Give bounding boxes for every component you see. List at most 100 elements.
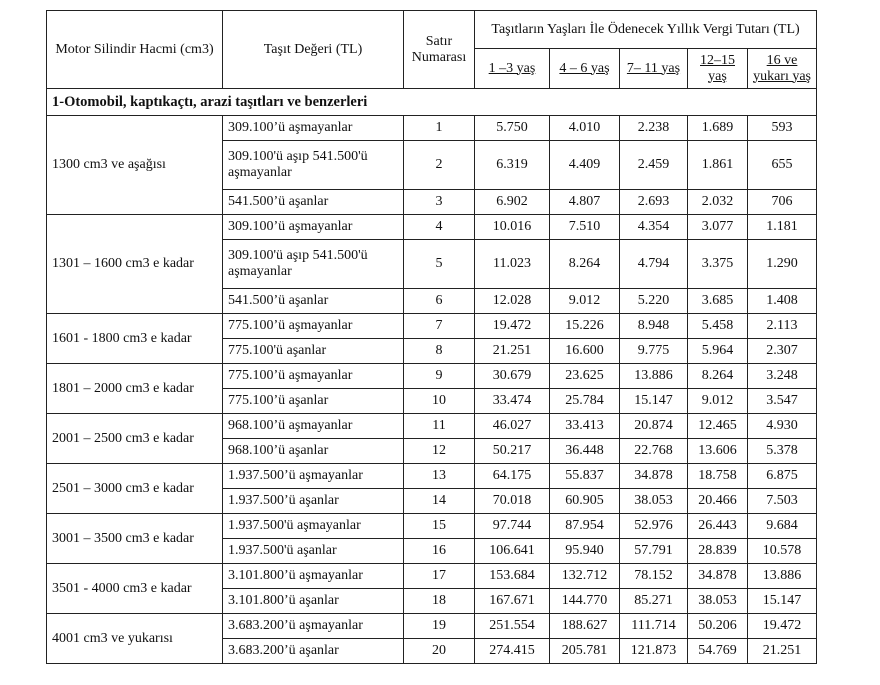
value-cell: 1.937.500'ü aşanlar xyxy=(222,538,404,564)
engine-cell: 2501 – 3000 cm3 e kadar xyxy=(46,463,223,514)
tax-cell: 21.251 xyxy=(746,638,818,664)
tax-cell: 1.689 xyxy=(687,115,748,141)
header-age-1: 1 –3 yaş xyxy=(474,48,550,89)
table-row: 1801 – 2000 cm3 e kadar 775.100’ü aşmayan… xyxy=(46,363,818,414)
value-cell: 309.100'ü aşıp 541.500'ü aşmayanlar xyxy=(222,239,404,289)
engine-cell: 3001 – 3500 cm3 e kadar xyxy=(46,513,223,564)
tax-cell: 15.226 xyxy=(549,313,620,339)
table-row: 2501 – 3000 cm3 e kadar 1.937.500’ü aşmay… xyxy=(46,463,818,514)
tax-cell: 5.458 xyxy=(687,313,748,339)
tax-cell: 1.861 xyxy=(687,140,748,190)
tax-cell: 9.775 xyxy=(619,338,688,364)
tax-cell: 10.016 xyxy=(474,214,550,240)
tax-cell: 50.217 xyxy=(474,438,550,464)
tax-cell: 64.175 xyxy=(474,463,550,489)
row-number-cell: 7 xyxy=(403,313,475,339)
row-number-cell: 10 xyxy=(403,388,475,414)
tax-cell: 12.028 xyxy=(474,288,550,314)
tax-cell: 3.685 xyxy=(687,288,748,314)
tax-cell: 78.152 xyxy=(619,563,688,589)
value-cell: 775.100’ü aşanlar xyxy=(222,388,404,414)
tax-cell: 13.886 xyxy=(746,563,818,589)
engine-cell: 4001 cm3 ve yukarısı xyxy=(46,613,223,664)
engine-cell: 1801 – 2000 cm3 e kadar xyxy=(46,363,223,414)
tax-cell: 15.147 xyxy=(746,588,818,614)
tax-cell: 26.443 xyxy=(687,513,748,539)
tax-cell: 6.319 xyxy=(474,140,550,190)
engine-cell: 1601 - 1800 cm3 e kadar xyxy=(46,313,223,364)
value-cell: 3.101.800’ü aşanlar xyxy=(222,588,404,614)
tax-cell: 34.878 xyxy=(619,463,688,489)
tax-cell: 9.012 xyxy=(549,288,620,314)
table-row: 541.500’ü aşanlar 6 12.028 9.012 5.220 3.685 1… xyxy=(47,288,818,314)
value-cell: 309.100'ü aşıp 541.500'ü aşmayanlar xyxy=(222,140,404,190)
tax-cell: 6.902 xyxy=(474,189,550,215)
value-cell: 541.500’ü aşanlar xyxy=(222,189,404,215)
tax-cell: 5.220 xyxy=(619,288,688,314)
table-row: 4001 cm3 ve yukarısı 3.683.200’ü aşmayanl… xyxy=(46,613,818,664)
tax-cell: 106.641 xyxy=(474,538,550,564)
value-cell: 309.100’ü aşmayanlar xyxy=(222,214,404,240)
tax-cell: 5.378 xyxy=(746,438,818,464)
header-age-2: 4 – 6 yaş xyxy=(549,48,620,89)
row-number-cell: 9 xyxy=(403,363,475,389)
value-cell: 541.500’ü aşanlar xyxy=(222,288,404,314)
engine-cell: 1300 cm3 ve aşağısı xyxy=(46,115,223,215)
header-row-number: Satır Numarası xyxy=(403,10,475,89)
value-cell: 1.937.500'ü aşmayanlar xyxy=(222,513,404,539)
tax-cell: 97.744 xyxy=(474,513,550,539)
tax-cell: 251.554 xyxy=(474,613,550,639)
tax-cell: 57.791 xyxy=(619,538,688,564)
tax-cell: 8.264 xyxy=(549,239,620,289)
table-row: 1.937.500'ü aşanlar 16 106.641 95.940 57.791… xyxy=(47,538,818,564)
tax-cell: 1.290 xyxy=(746,239,818,289)
tax-cell: 15.147 xyxy=(619,388,688,414)
tax-cell: 38.053 xyxy=(687,588,748,614)
tax-cell: 9.684 xyxy=(746,513,818,539)
table-row: 3.101.800’ü aşanlar 18 167.671 144.770 85.27… xyxy=(47,588,818,614)
value-cell: 968.100’ü aşmayanlar xyxy=(222,413,404,439)
engine-cell: 3501 - 4000 cm3 e kadar xyxy=(46,563,223,614)
row-number-cell: 16 xyxy=(403,538,475,564)
value-cell: 968.100’ü aşanlar xyxy=(222,438,404,464)
header-age-5: 16 ve yukarı yaş xyxy=(746,48,818,89)
header-value: Taşıt Değeri (TL) xyxy=(222,10,404,89)
tax-cell: 2.693 xyxy=(619,189,688,215)
value-cell: 1.937.500’ü aşmayanlar xyxy=(222,463,404,489)
tax-cell: 3.547 xyxy=(746,388,818,414)
tax-cell: 706 xyxy=(746,189,818,215)
tax-cell: 46.027 xyxy=(474,413,550,439)
tax-cell: 8.264 xyxy=(687,363,748,389)
tax-cell: 1.408 xyxy=(746,288,818,314)
value-cell: 3.101.800’ü aşmayanlar xyxy=(222,563,404,589)
value-cell: 775.100’ü aşmayanlar xyxy=(222,363,404,389)
row-number-cell: 17 xyxy=(403,563,475,589)
row-number-cell: 18 xyxy=(403,588,475,614)
tax-cell: 4.354 xyxy=(619,214,688,240)
tax-cell: 70.018 xyxy=(474,488,550,514)
value-cell: 3.683.200’ü aşmayanlar xyxy=(222,613,404,639)
table-row: 309.100'ü aşıp 541.500'ü aşmayanlar 5 11.0… xyxy=(47,239,818,289)
table-row: 3001 – 3500 cm3 e kadar 1.937.500'ü aşmay… xyxy=(46,513,818,564)
tax-cell: 10.578 xyxy=(746,538,818,564)
tax-cell: 95.940 xyxy=(549,538,620,564)
tax-cell: 55.837 xyxy=(549,463,620,489)
value-cell: 775.100'ü aşanlar xyxy=(222,338,404,364)
value-cell: 775.100’ü aşmayanlar xyxy=(222,313,404,339)
tax-cell: 167.671 xyxy=(474,588,550,614)
tax-cell: 13.606 xyxy=(687,438,748,464)
tax-cell: 20.466 xyxy=(687,488,748,514)
tax-cell: 153.684 xyxy=(474,563,550,589)
tax-cell: 60.905 xyxy=(549,488,620,514)
tax-cell: 19.472 xyxy=(474,313,550,339)
tax-cell: 144.770 xyxy=(549,588,620,614)
tax-cell: 8.948 xyxy=(619,313,688,339)
tax-cell: 28.839 xyxy=(687,538,748,564)
row-number-cell: 13 xyxy=(403,463,475,489)
header-tax: Taşıtların Yaşları İle Ödenecek Yıllık V… xyxy=(473,10,818,49)
tax-cell: 16.600 xyxy=(549,338,620,364)
tax-cell: 2.113 xyxy=(746,313,818,339)
vehicle-tax-table: Motor Silindir Hacmi (cm3) Taşıt Değeri … xyxy=(45,10,818,664)
row-number-cell: 1 xyxy=(403,115,475,141)
table-row: 968.100’ü aşanlar 12 50.217 36.448 22.768 13.… xyxy=(47,438,818,464)
